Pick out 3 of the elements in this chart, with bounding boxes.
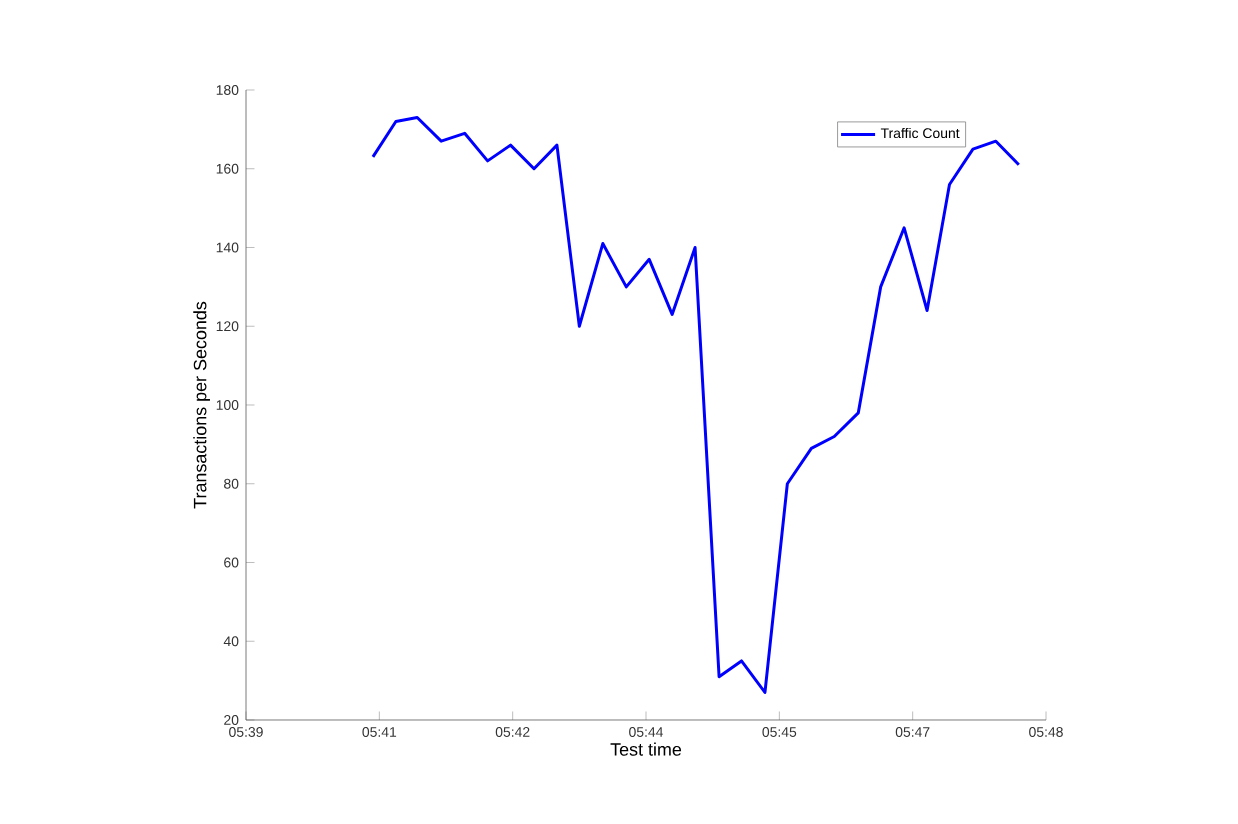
x-axis-title: Test time <box>610 742 682 756</box>
y-axis-title: Transactions per Seconds <box>193 301 210 509</box>
line-series <box>371 116 1021 694</box>
